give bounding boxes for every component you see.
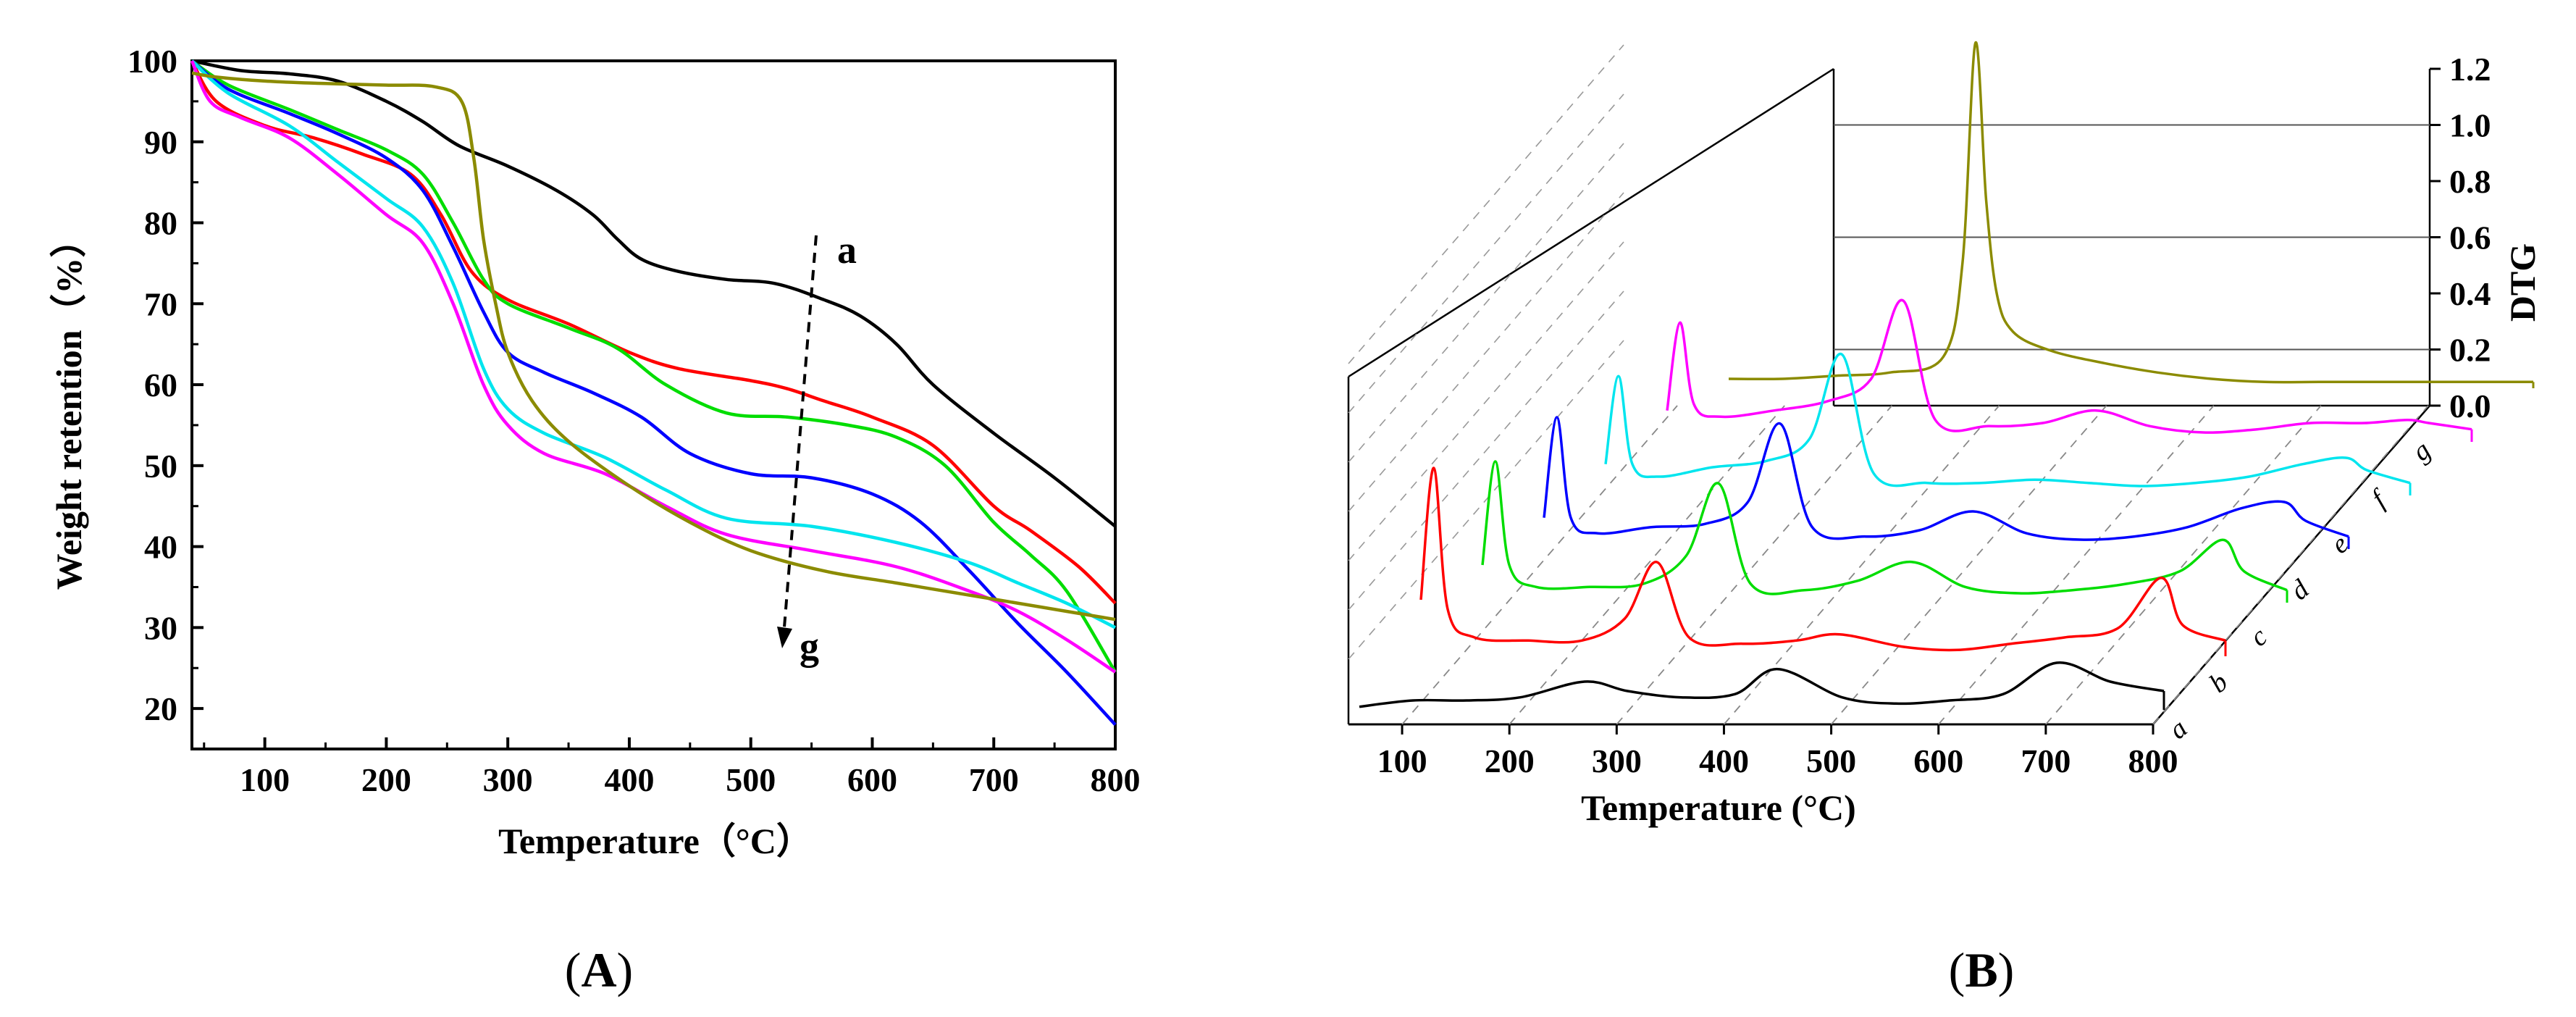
tga-y-tick-label: 20 (144, 690, 177, 727)
tga-x-tick-label: 100 (240, 761, 290, 798)
tga-x-tick-label: 800 (1091, 761, 1141, 798)
dtg-series-g (1728, 41, 2533, 384)
dtg-z-tick-label: 1.0 (2449, 107, 2491, 144)
dtg-x-tick-label: 800 (2128, 742, 2178, 779)
tga-y-ticks: 20 30 40 50 60 70 80 90 100 (127, 43, 204, 727)
dtg-depth-label-g: g (2407, 435, 2437, 467)
dtg-x-tick-label: 600 (1913, 742, 1963, 779)
dtg-z-ticks: 0.0 0.2 0.4 0.6 0.8 1.0 1.2 (2430, 51, 2491, 424)
dtg-x-tick-label: 300 (1592, 742, 1642, 779)
dtg-depth-label-b: b (2204, 667, 2234, 699)
dtg-wall-gridline (1348, 290, 1624, 611)
dtg-x-tick-label: 500 (1806, 742, 1856, 779)
tga-annotation-a: a (837, 228, 857, 272)
dtg-depth-label-a: a (2163, 713, 2194, 745)
tga-y-tick-label: 30 (144, 609, 177, 646)
dtg-series-f (1666, 298, 2472, 434)
dtg-z-tick-label: 0.6 (2449, 219, 2491, 256)
tga-y-tick-label: 40 (144, 529, 177, 566)
dtg-z-axis-label: DTG (2502, 243, 2543, 322)
tga-trend-arrowhead (777, 627, 792, 648)
dtg-depth-label-f: f (2366, 483, 2394, 514)
dtg-x-tick-label: 200 (1485, 742, 1535, 779)
tga-x-ticks: 100 200 300 400 500 600 700 800 (203, 737, 1141, 798)
dtg-left-top-edge (1348, 67, 1834, 378)
dtg-floor-gridline (1509, 405, 1785, 725)
dtg-series-a (1359, 661, 2165, 708)
dtg-wall-gridline (1348, 143, 1624, 463)
tga-series-c (190, 59, 1117, 673)
dtg-x-tick-label: 400 (1699, 742, 1749, 779)
dtg-depth-label-d: d (2285, 574, 2315, 606)
dtg-floor-gridline (2045, 405, 2322, 725)
dtg-series-group (1359, 41, 2535, 710)
dtg-floor-gridline (1830, 405, 2107, 725)
tga-series-b (190, 59, 1117, 605)
dtg-wall-gridline (1348, 192, 1624, 512)
dtg-series-b (1419, 466, 2226, 652)
dtg-x-ticks: 100 200 300 400 500 600 700 800 (1377, 724, 2178, 779)
tga-y-tick-label: 70 (144, 285, 177, 322)
dtg-floor-gridline (1616, 405, 1893, 725)
dtg-z-tick-label: 0.0 (2449, 388, 2491, 424)
tga-y-tick-label: 90 (144, 124, 177, 161)
dtg-frame (1347, 67, 2431, 726)
tga-y-tick-label: 50 (144, 448, 177, 485)
dtg-wall-gridline (1348, 93, 1624, 414)
tga-x-tick-label: 600 (847, 761, 897, 798)
tga-series-f (190, 60, 1117, 674)
tga-x-tick-label: 300 (483, 761, 533, 798)
dtg-floor-gridline (2152, 405, 2429, 725)
dtg-x-tick-label: 100 (1377, 742, 1427, 779)
tga-series-group (190, 59, 1117, 727)
dtg-z-tick-label: 0.8 (2449, 163, 2491, 200)
tga-trend-arrow (782, 235, 818, 637)
tga-x-tick-label: 400 (604, 761, 654, 798)
tga-series-a (191, 59, 1117, 528)
tga-y-tick-label: 100 (127, 43, 177, 80)
tga-series-d (190, 59, 1117, 727)
dtg-wall-gridline (1348, 340, 1624, 660)
dtg-grid (1348, 44, 2430, 725)
dtg-depth-label-c: c (2244, 622, 2273, 653)
tga-x-tick-label: 200 (361, 761, 411, 798)
tga-x-tick-label: 500 (726, 761, 776, 798)
dtg-wall-gridline (1348, 241, 1624, 561)
tga-plot-frame (190, 59, 1117, 750)
dtg-x-axis-label: Temperature (°C) (1581, 787, 1856, 828)
dtg-series-d (1543, 416, 2349, 541)
tga-series-e (190, 59, 1117, 629)
tga-x-tick-label: 700 (969, 761, 1019, 798)
panel-b-label: (B) (1949, 942, 2015, 997)
dtg-3d-chart: 100 200 300 400 500 600 700 800 0.0 0.2 0.4 0.6 0.8… (1347, 41, 2543, 997)
tga-y-tick-label: 80 (144, 205, 177, 242)
dtg-z-tick-label: 1.2 (2449, 51, 2491, 88)
dtg-wall-gridline (1348, 44, 1624, 364)
dtg-x-tick-label: 700 (2021, 742, 2071, 779)
tga-series-g (191, 71, 1116, 622)
tga-chart: 100 200 300 400 500 600 700 800 20 30 40 50 60 70 80 9… (49, 43, 1141, 997)
tga-y-axis-label: Weight retention（%） (49, 222, 89, 590)
dtg-floor-gridline (1938, 405, 2215, 725)
tga-x-axis-label: Temperature（°C） (498, 821, 813, 861)
tga-annotation-g: g (800, 624, 819, 668)
panel-a-label: (A) (565, 942, 633, 997)
dtg-series-c (1481, 460, 2288, 595)
dtg-series-e (1604, 353, 2411, 487)
tga-y-tick-label: 60 (144, 367, 177, 403)
dtg-z-tick-label: 0.4 (2449, 275, 2491, 312)
dtg-z-tick-label: 0.2 (2449, 332, 2491, 369)
